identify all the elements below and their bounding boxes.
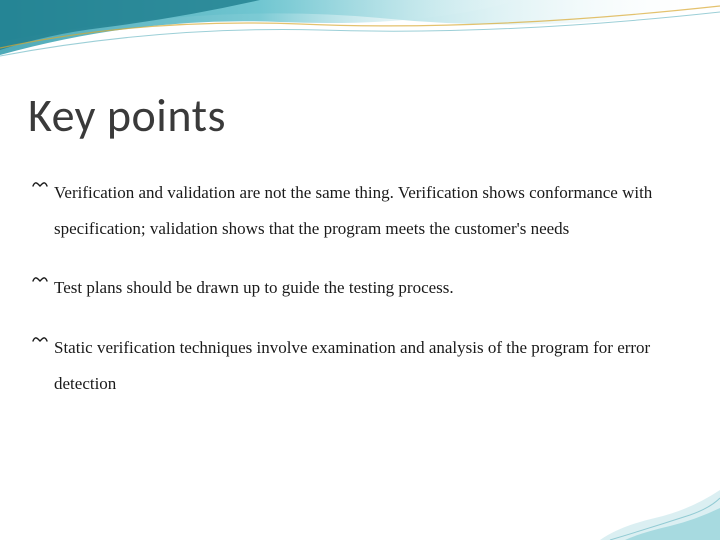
list-item: Static verification techniques involve e…: [32, 330, 680, 401]
list-item: Test plans should be drawn up to guide t…: [32, 270, 680, 306]
curly-loop-icon: [32, 275, 48, 291]
corner-flourish-decoration: [580, 450, 720, 540]
bullet-text: Static verification techniques involve e…: [54, 338, 650, 393]
curly-loop-icon: [32, 180, 48, 196]
curly-loop-icon: [32, 335, 48, 351]
bullet-text: Verification and validation are not the …: [54, 183, 652, 238]
slide-title: Key points: [28, 88, 226, 144]
list-item: Verification and validation are not the …: [32, 175, 680, 246]
wave-banner-decoration: [0, 0, 720, 90]
bullet-text: Test plans should be drawn up to guide t…: [54, 278, 454, 297]
bullet-list: Verification and validation are not the …: [32, 175, 680, 425]
